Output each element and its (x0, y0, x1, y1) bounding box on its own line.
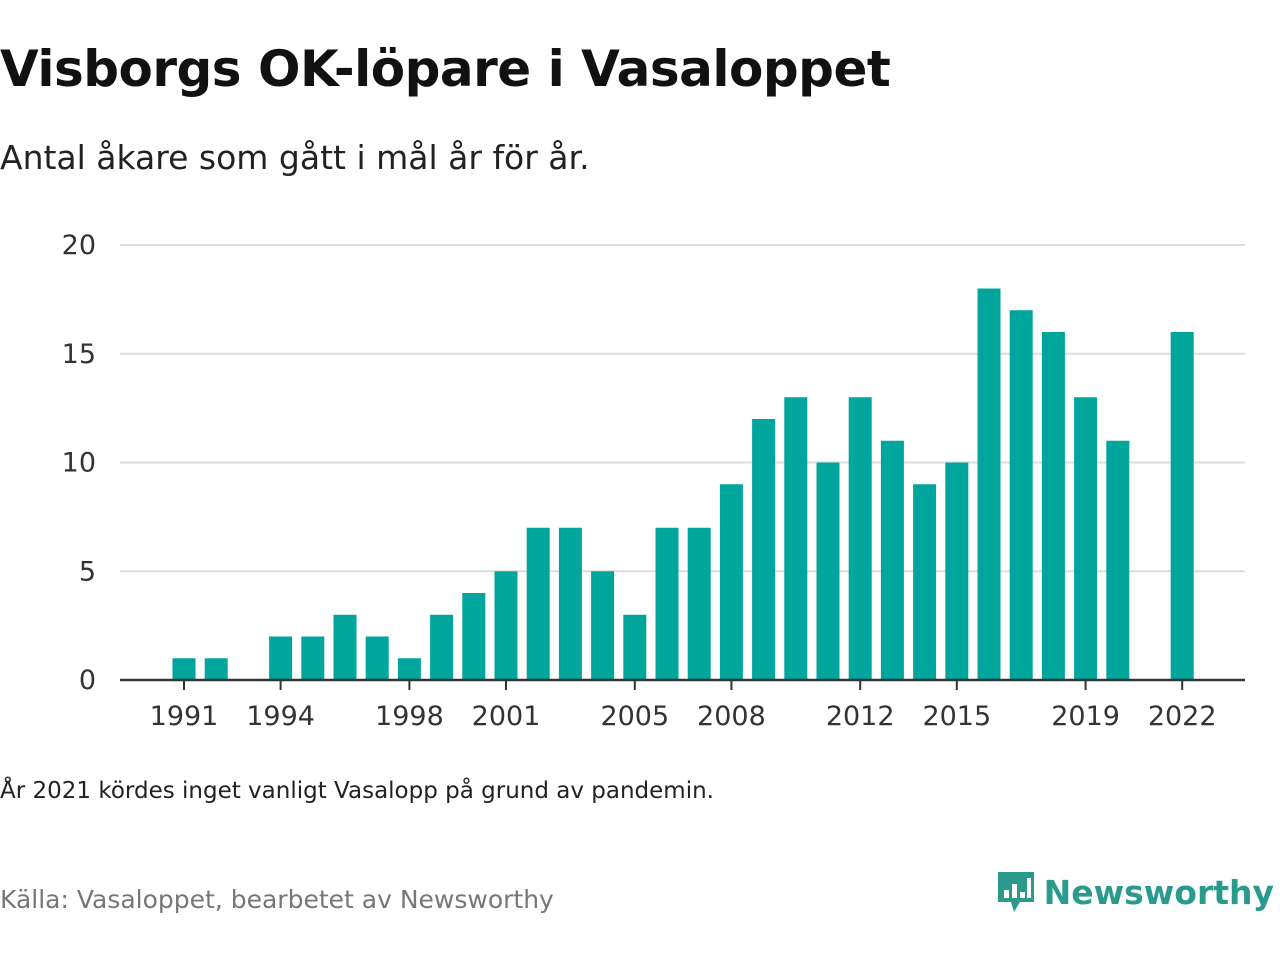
x-tick-label: 2022 (1148, 701, 1217, 732)
bar-2016 (977, 288, 1001, 680)
source-text: Källa: Vasaloppet, bearbetet av Newswort… (0, 885, 554, 914)
newsworthy-logo-icon (997, 872, 1034, 912)
y-tick-label: 5 (79, 556, 96, 587)
x-tick-label: 2012 (826, 701, 895, 732)
bar-2006 (655, 527, 679, 680)
bar-2002 (526, 527, 550, 680)
bar-2014 (913, 484, 937, 680)
x-tick-label: 2019 (1051, 701, 1120, 732)
bar-2007 (687, 527, 711, 680)
bar-2005 (623, 614, 647, 680)
bar-2009 (752, 419, 776, 680)
bar-1995 (301, 636, 325, 680)
x-tick-label: 1991 (150, 701, 219, 732)
chart-subtitle: Antal åkare som gått i mål år för år. (0, 138, 590, 177)
bar-2019 (1074, 397, 1098, 680)
bar-2010 (784, 397, 808, 680)
x-tick-label: 2015 (922, 701, 991, 732)
bar-2022 (1170, 332, 1194, 680)
bar-1996 (333, 614, 357, 680)
bar-1992 (204, 658, 228, 680)
y-tick-label: 0 (79, 665, 96, 696)
x-tick-label: 1994 (246, 701, 315, 732)
bar-2018 (1041, 332, 1065, 680)
bar-2013 (880, 440, 904, 680)
chart-title: Visborgs OK-löpare i Vasaloppet (0, 40, 891, 98)
bar-2011 (816, 462, 840, 680)
bar-2008 (719, 484, 743, 680)
bar-2017 (1009, 310, 1033, 680)
y-tick-label: 10 (62, 448, 96, 479)
bar-1994 (269, 636, 293, 680)
y-tick-label: 15 (62, 339, 96, 370)
bar-chart: 0 5 10 15 20 1991 1994 1998 2001 2005 2008 2012 2015… (62, 230, 1245, 732)
bar-1998 (397, 658, 421, 680)
bar-2012 (848, 397, 872, 680)
bar-1999 (430, 614, 454, 680)
x-tick-label: 2005 (600, 701, 669, 732)
bar-2020 (1106, 440, 1130, 680)
bar-2015 (945, 462, 969, 680)
bar-1991 (172, 658, 196, 680)
x-tick-label: 2001 (472, 701, 541, 732)
bar-2000 (462, 593, 486, 680)
bar-1997 (365, 636, 389, 680)
brand-name: Newsworthy (1043, 872, 1274, 912)
bar-2001 (494, 571, 518, 680)
y-tick-label: 20 (62, 230, 96, 261)
x-tick-label: 1998 (375, 701, 444, 732)
x-tick-label: 2008 (697, 701, 766, 732)
brand-logo: Newsworthy (996, 870, 1274, 914)
bar-2004 (591, 571, 615, 680)
bar-2003 (558, 527, 582, 680)
chart-note: År 2021 kördes inget vanligt Vasalopp på… (0, 778, 714, 804)
